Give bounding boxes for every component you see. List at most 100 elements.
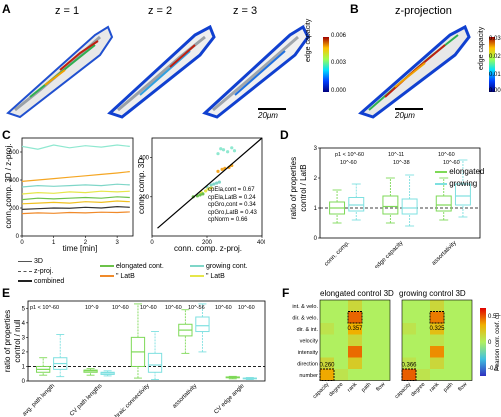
c-legend-elongated: elongated cont. " LatB xyxy=(100,262,164,282)
c-left-ytick-label: 0 xyxy=(16,234,20,240)
d-ylabel-2: control / LatB xyxy=(299,164,308,211)
c-left-ylabel: conn. comp. 3D / z-proj. xyxy=(4,144,13,229)
c-left-series-line xyxy=(21,190,130,195)
c-left-xtick-label: 2 xyxy=(84,240,88,246)
f-left-highlight xyxy=(347,311,363,324)
d-plot: 0 1 2 3 conn. comp. avg. edge capacity assorta… xyxy=(314,146,481,268)
c-right-point xyxy=(209,183,213,187)
corr-ela-cont: cpEla,cont = 0.67 xyxy=(208,187,255,193)
f-left-cell xyxy=(376,300,390,312)
c-left-series-line xyxy=(21,196,130,201)
panel-c-charts: 0 1 2 3 0 200 400 600 0 200 400 200 400 conn. comp.… xyxy=(4,137,265,253)
f-left-row-label: intensity xyxy=(298,350,318,356)
e-category-label: avg. path length xyxy=(22,383,56,417)
scalebar-b-line xyxy=(395,108,423,110)
c-right-plot: 0 200 400 200 400 xyxy=(139,137,265,246)
f-left-row-label: int. & velo. xyxy=(292,304,318,310)
f-right-col-label: path xyxy=(443,382,455,394)
f-left-cell xyxy=(320,346,334,358)
colorbar-b-tick-3: 0.03 xyxy=(489,36,501,42)
e-pval: 10^-60 xyxy=(165,305,182,311)
f-left-cell xyxy=(362,334,376,346)
f-left-cell xyxy=(348,300,362,312)
f-right-cell xyxy=(430,334,444,346)
f-left-col-label: degree xyxy=(328,382,344,398)
f-left-col-label: path xyxy=(361,382,373,394)
e-ylabel-2: control / null xyxy=(13,319,22,362)
f-right-cell xyxy=(444,369,458,381)
d-category-label: avg. edge capacity xyxy=(365,240,405,268)
f-cbar-tick-top: 0.5 xyxy=(488,314,497,320)
f-right-title: growing control 3D xyxy=(399,289,466,298)
c-correlations: cpEla,cont = 0.67 cpEla,LatB = 0.24 cpGr… xyxy=(208,187,257,225)
cell-image-z1 xyxy=(6,25,114,119)
c-right-ylabel: conn. comp. 3D xyxy=(137,158,146,214)
c-right-point xyxy=(209,186,213,190)
z1-title: z = 1 xyxy=(55,5,80,17)
c-left-series-line xyxy=(21,200,130,205)
f-left-title: elongated control 3D xyxy=(320,289,394,298)
f-left-cell xyxy=(334,311,348,323)
c-right-ytick-label: 200 xyxy=(139,195,150,201)
f-left-cell xyxy=(334,334,348,346)
f-right-cell xyxy=(416,369,430,381)
panel-d-chart: 0 1 2 3 conn. comp. avg. edge capacity assorta… xyxy=(289,146,481,268)
f-left-cell xyxy=(320,300,334,312)
f-left-col-label: capacity xyxy=(312,382,331,401)
f-right-cell xyxy=(416,334,430,346)
f-right-cell xyxy=(402,346,416,358)
f-right-cell xyxy=(444,300,458,312)
legend-elongated-latb: " LatB xyxy=(115,273,135,280)
scalebar-b-label: 20μm xyxy=(395,111,415,120)
c-right-point xyxy=(230,146,234,150)
f-colorbar xyxy=(480,308,486,376)
d-ytick-label: 1 xyxy=(314,206,318,212)
c-right-point xyxy=(204,189,208,193)
f-right-cell xyxy=(416,357,430,369)
f-right-cell xyxy=(444,346,458,358)
f-right-cell xyxy=(402,369,416,381)
f-left-row-label: number xyxy=(299,373,318,379)
f-left-cell xyxy=(348,369,362,381)
colorbar-b-tick-2: 0.02 xyxy=(489,54,501,60)
f-left-cell xyxy=(348,311,362,323)
f-right-cell xyxy=(430,346,444,358)
e-pval: 10^-9 xyxy=(85,305,99,311)
c-legend-growing: growing cont. " LatB xyxy=(190,262,248,282)
panel-label-f: F xyxy=(282,286,290,300)
corr-ela-latb: cpEla,LatB = 0.24 xyxy=(208,194,256,201)
e-ytick-label: 4 xyxy=(22,321,26,327)
f-right-cell xyxy=(416,300,430,312)
e-category-label: CV path lengths xyxy=(69,383,103,417)
e-box xyxy=(195,316,210,333)
f-right-col-label: capacity xyxy=(394,382,413,401)
c-right-point xyxy=(215,181,219,185)
e-ytick-label: 0 xyxy=(22,379,26,385)
c-left-series-line xyxy=(21,171,130,182)
f-left-cell xyxy=(334,346,348,358)
c-left-xlabel: time [min] xyxy=(63,244,98,253)
cell-image-z2 xyxy=(107,24,216,119)
f-left-cell xyxy=(334,357,348,369)
d-ytick-label: 2 xyxy=(314,176,318,182)
f-left-cell xyxy=(362,323,376,335)
e-category-label: assortativity xyxy=(172,383,199,410)
f-left-heatmap: int. & velo. dir. & velo. dir. & int. veloc… xyxy=(292,299,391,401)
c-right-xtick-label: 400 xyxy=(257,240,265,246)
f-left-cell xyxy=(348,346,362,358)
legend-combined: combined xyxy=(33,278,65,285)
corr-norm: cpNorm = 0.66 xyxy=(208,217,248,223)
c-left-series-line xyxy=(21,205,130,210)
e-box xyxy=(147,352,163,373)
c-right-point xyxy=(198,193,202,197)
c-left-xtick-label: 0 xyxy=(20,240,24,246)
f-cbar-tick-bottom: -0.5 xyxy=(488,366,499,372)
f-right-frame xyxy=(401,299,473,381)
e-pval: 10^-60 xyxy=(112,305,129,311)
d-pval-bottom: 10^-60 xyxy=(340,160,357,166)
d-legend-elongated: elongated xyxy=(449,167,485,176)
f-right-annot: 0.325 xyxy=(429,326,445,332)
d-pval-top: 10^-60 xyxy=(438,152,455,158)
c-left-ytick-label: 600 xyxy=(9,150,20,156)
f-left-cell xyxy=(320,311,334,323)
